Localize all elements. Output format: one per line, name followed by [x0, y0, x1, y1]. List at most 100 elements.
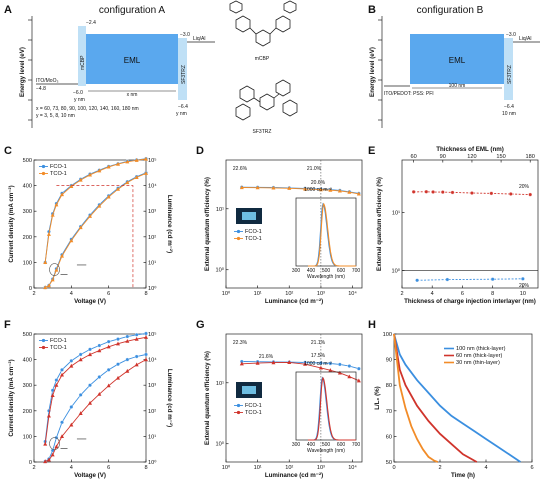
f-ytick-0: 0 [29, 460, 32, 466]
f-chart: 2 4 6 8 0 100 200 300 400 500 10⁰ 10¹ 10² 10³ 10⁴ 10⁵ Vo… [8, 331, 173, 479]
c-legend-label-0: FCO-1 [50, 164, 67, 170]
f-series-1-point-13 [144, 357, 148, 362]
f-xtick-3: 8 [144, 465, 147, 471]
f-ytick-5: 500 [23, 332, 32, 338]
e-x2label: Thickness of EML (nm) [436, 146, 504, 153]
f-series-3-point-4 [60, 372, 64, 377]
g-series-1-point-2 [271, 360, 276, 365]
sf3trz-label: SF3TRZ [181, 65, 187, 84]
eml-b-layer [410, 34, 504, 84]
d-series-1-point-4 [303, 186, 308, 191]
g-legend-label-1: TCO-1 [245, 410, 262, 416]
e-annotation-1: 20% [519, 283, 530, 289]
sf3trz-b-homo: −6.4 [504, 104, 514, 110]
f-series-0-point-5 [69, 405, 74, 409]
g-series-1-point-5 [318, 365, 323, 370]
c-plot-frame [33, 159, 147, 289]
c-ylabel: Current density (mA cm⁻²) [8, 185, 15, 262]
d-series-1-point-9 [356, 191, 361, 196]
f-series-1-point-5 [69, 422, 74, 427]
e-x2tick-2: 120 [467, 154, 476, 160]
panel-a: A configuration A Energy level (eV) ITO/… [4, 4, 215, 128]
g-annotation-0: 22.3% [233, 340, 248, 346]
f-series-0-point-12 [134, 354, 139, 359]
f-series-3-point-0 [43, 441, 48, 446]
g-xtick-3: 10³ [317, 465, 325, 471]
g-inset-spectrum-1 [308, 376, 356, 441]
d-device-glow-icon [242, 212, 256, 220]
mcbp-homo: −6.0 [73, 90, 83, 96]
c-legend-marker-1 [41, 171, 46, 176]
f-series-2-point-6 [78, 352, 83, 357]
e-xtick-0: 2 [400, 291, 403, 297]
c-series-3-point-1 [46, 232, 51, 236]
f-y2tick-4: 10⁴ [148, 357, 157, 364]
panel-label-b: B [368, 4, 376, 16]
f-series-1-point-11 [125, 368, 130, 373]
g-series-1-point-1 [255, 360, 260, 365]
c-series-3-point-9 [106, 164, 111, 169]
c-dashed-guide [56, 185, 134, 288]
f-series-1-point-4 [60, 434, 64, 438]
g-legend-label-0: FCO-1 [245, 403, 262, 409]
note-y: y = 3, 5, 8, 10 nm [36, 113, 75, 119]
c-y2tick-4: 10⁴ [148, 183, 157, 190]
g-inset-spectrum-0 [308, 376, 356, 441]
h-ytick-4: 90 [386, 358, 392, 364]
c-series-3-point-11 [125, 159, 130, 164]
eml-b-thickness: 100 nm [449, 83, 466, 89]
c-chart: 2 4 6 8 0 100 200 300 400 500 10⁰ 10¹ 10² 10³ 10⁴ 10⁵ Vo… [8, 156, 173, 305]
molecule-structure-icon [229, 0, 297, 47]
f-series-2-point-8 [97, 343, 102, 348]
eml-b-label: EML [449, 56, 466, 65]
h-ytick-0: 50 [386, 460, 392, 466]
panel-a-ylabel: Energy level (eV) [19, 47, 26, 97]
c-series-3-point-13 [144, 156, 148, 161]
g-legend-marker-1 [236, 410, 241, 415]
c-series-3-point-12 [134, 158, 139, 162]
e-series-0-point-4 [450, 190, 455, 195]
e-plot-frame [401, 159, 539, 289]
panel-label-d: D [196, 145, 204, 157]
panel-label-c: C [4, 145, 12, 157]
d-series-1-point-6 [328, 187, 333, 192]
d-inset-frame [295, 197, 357, 267]
g-annotation-1: 21.6% [259, 354, 274, 360]
e-x2tick-1: 90 [440, 154, 446, 160]
e-series-1-line [417, 278, 523, 281]
eml-label: EML [124, 56, 141, 65]
c-legend-marker-0 [41, 164, 46, 169]
d-inset-xtick-2: 500 [322, 268, 331, 274]
d-xtick-4: 10⁴ [348, 290, 357, 297]
panel-label-e: E [368, 145, 375, 157]
f-series-1-point-9 [106, 383, 111, 388]
c-legend-label-1: TCO-1 [50, 171, 67, 177]
g-plot-frame [225, 333, 363, 463]
f-series-0-point-11 [125, 357, 130, 362]
f-series-3-point-11 [125, 338, 130, 343]
d-xtick-0: 10⁰ [222, 290, 231, 297]
d-series-1-point-3 [287, 186, 292, 190]
e-ylabel: External quantum efficiency (%) [376, 177, 383, 271]
e-xtick-1: 4 [431, 291, 434, 297]
f-legend-label-1: TCO-1 [50, 345, 67, 351]
g-inset-xtick-3: 600 [337, 442, 346, 448]
g-xtick-1: 10¹ [254, 465, 262, 471]
f-series-3-point-8 [97, 348, 102, 353]
d-annotation-0: 22.6% [233, 166, 248, 172]
f-series-3-point-12 [134, 336, 139, 341]
d-xlabel: Luminance (cd m⁻²) [265, 298, 323, 305]
e-series-0-point-6 [489, 191, 494, 196]
f-series-3-line [44, 336, 147, 445]
c-series-3-point-7 [88, 172, 92, 177]
f-series-1-line [45, 359, 147, 462]
c-y2tick-2: 10² [148, 235, 156, 241]
d-annotation-3: 1000 cd m⁻² [304, 187, 332, 193]
cathode-label: Liq/Al [193, 36, 206, 42]
g-inset-xtick-2: 500 [322, 442, 331, 448]
sf3trz-b-layer [504, 38, 513, 100]
e-xlabel: Thickness of charge injection interlayer… [404, 298, 536, 305]
f-ytick-1: 100 [23, 434, 32, 440]
mcbp-molecule-name: mCBP [255, 56, 270, 62]
c-series-3-point-6 [78, 177, 83, 182]
